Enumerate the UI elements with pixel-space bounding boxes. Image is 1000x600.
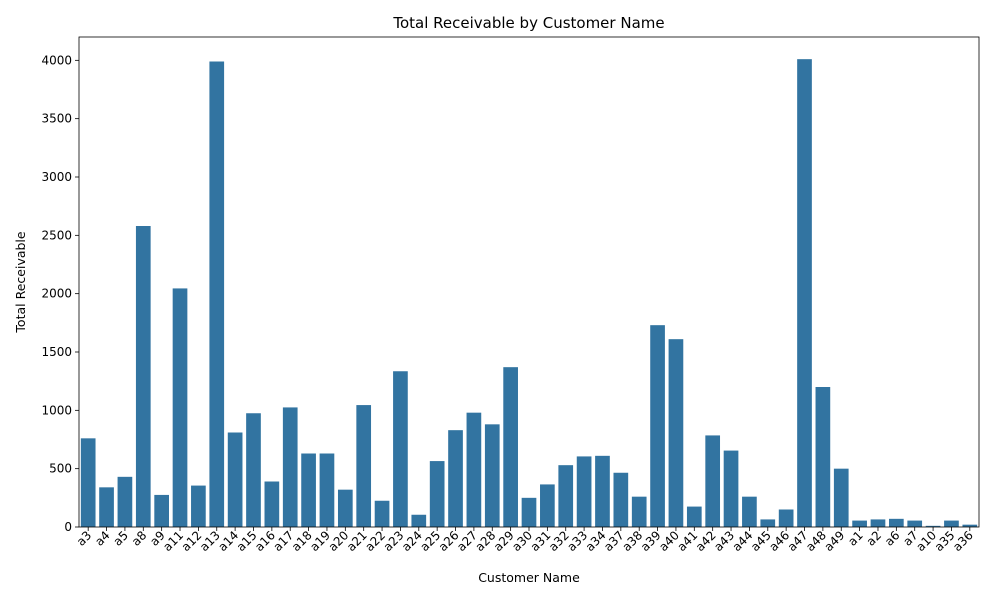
bar-a39	[650, 325, 665, 527]
bar-a36	[962, 524, 978, 527]
bar-a6	[889, 518, 904, 527]
bar-a45	[760, 519, 776, 527]
plot-frame	[78, 36, 980, 528]
bar-a27	[466, 412, 482, 527]
y-tick-label: 4000	[41, 53, 72, 67]
bar-a35	[944, 520, 959, 527]
x-axis-label: Customer Name	[478, 570, 580, 585]
y-tick-label: 2000	[41, 287, 72, 301]
bar-a42	[705, 435, 721, 527]
bar-a16	[264, 481, 280, 527]
bar-a30	[521, 497, 537, 527]
bar-a31	[540, 484, 555, 527]
bar-a22	[374, 500, 390, 527]
bar-a10	[925, 525, 941, 527]
bar-a37	[613, 472, 629, 527]
y-tick-label: 2500	[41, 228, 72, 242]
y-tick-label: 0	[64, 520, 72, 534]
bar-a5	[117, 476, 133, 527]
bar-a15	[246, 413, 261, 527]
bar-a20	[337, 489, 353, 527]
bar-a13	[209, 61, 225, 527]
y-tick-label: 3500	[41, 112, 72, 126]
y-tick-label: 500	[49, 462, 72, 476]
bar-a7	[907, 520, 923, 527]
bar-a49	[833, 468, 849, 527]
x-axis-ticks: a3a4a5a8a9a11a12a13a14a15a16a17a18a19a20…	[74, 527, 976, 554]
bar-a40	[668, 339, 684, 527]
bar-a18	[301, 453, 316, 527]
bar-a21	[356, 405, 372, 527]
bar-a33	[576, 456, 592, 527]
bar-a44	[742, 496, 757, 527]
bar-a46	[778, 509, 794, 527]
bar-a34	[595, 455, 610, 527]
bar-a17	[282, 407, 298, 527]
y-tick-label: 1500	[41, 345, 72, 359]
bar-a9	[154, 494, 169, 527]
bar-a26	[448, 430, 463, 527]
bar-a47	[797, 59, 812, 528]
y-axis-ticks: 0 500 1000 1500 2000 2500 3000 3500 4000	[41, 53, 79, 534]
x-tick-label-a49: a49	[821, 528, 847, 554]
y-tick-label: 3000	[41, 170, 72, 184]
x-tick-label-a36: a36	[950, 528, 976, 554]
bar-a4	[99, 487, 114, 527]
bar-a43	[723, 450, 739, 527]
y-axis-label: Total Receivable	[13, 231, 28, 333]
chart-title: Total Receivable by Customer Name	[392, 14, 664, 32]
bar-a14	[227, 432, 243, 527]
y-tick-label: 1000	[41, 403, 72, 417]
bar-a19	[319, 453, 335, 527]
bar-a2	[870, 519, 886, 527]
bar-a41	[686, 506, 702, 527]
bar-a23	[393, 371, 408, 527]
bar-a11	[172, 288, 188, 527]
bar-a29	[503, 367, 518, 527]
bar-a38	[631, 496, 647, 527]
bar-a24	[411, 514, 427, 527]
bars-layer	[80, 59, 978, 528]
bar-a32	[558, 465, 574, 527]
bar-a3	[80, 438, 96, 527]
bar-a12	[191, 485, 206, 527]
bar-a25	[429, 461, 445, 527]
bar-a28	[484, 424, 500, 527]
bar-a1	[852, 520, 867, 527]
bar-a8	[135, 226, 151, 527]
bar-a48	[815, 387, 831, 527]
